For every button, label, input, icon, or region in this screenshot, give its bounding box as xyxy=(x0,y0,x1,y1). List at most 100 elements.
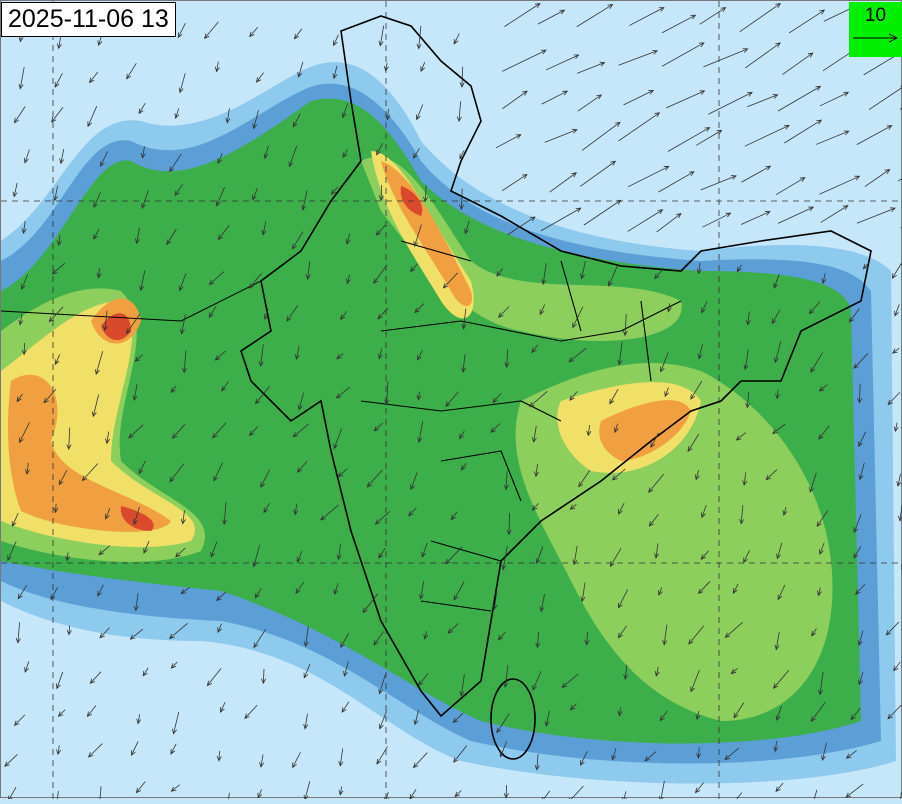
wind-arrow xyxy=(894,423,898,432)
wind-arrow xyxy=(745,43,780,68)
wind-arrow xyxy=(339,786,343,794)
wind-arrow xyxy=(580,161,615,186)
wind-arrow xyxy=(662,43,704,66)
wind-arrow xyxy=(143,668,148,676)
wind-arrow xyxy=(175,108,179,118)
wind-arrow xyxy=(629,8,663,26)
wind-arrow xyxy=(893,348,900,353)
wind-arrow xyxy=(776,783,783,791)
wind-arrow xyxy=(776,178,805,195)
wind-arrow xyxy=(895,304,900,315)
wind-arrow xyxy=(59,710,66,717)
wind-arrow xyxy=(897,474,901,486)
wind-arrow xyxy=(220,702,225,712)
wind-arrow xyxy=(504,785,508,798)
wind-arrow xyxy=(628,210,663,232)
wind-arrow xyxy=(136,782,145,793)
wind-arrow xyxy=(732,793,742,799)
wind-arrow xyxy=(333,35,338,46)
wind-arrow xyxy=(207,668,221,685)
wind-arrow xyxy=(178,23,185,37)
wind-arrow xyxy=(457,101,461,121)
wind-arrow xyxy=(60,149,64,163)
wind-arrow xyxy=(747,94,777,106)
wind-arrow xyxy=(700,8,726,25)
wind-arrow xyxy=(695,783,703,793)
wind-arrow xyxy=(782,53,812,74)
wind-arrow xyxy=(379,26,384,46)
wind-arrow xyxy=(708,92,752,114)
wind-arrow xyxy=(15,715,25,725)
wind-arrow xyxy=(15,106,26,122)
wind-arrow xyxy=(784,120,821,143)
wind-arrow xyxy=(624,90,654,105)
wind-arrow xyxy=(171,785,179,791)
wind-arrow xyxy=(217,751,221,761)
wind-arrow xyxy=(869,86,902,110)
wind-arrow xyxy=(545,129,577,142)
wind-arrow xyxy=(421,62,425,71)
wind-arrow xyxy=(577,5,613,27)
wind-arrow xyxy=(127,63,137,79)
wind-arrow xyxy=(502,91,527,109)
wind-arrow xyxy=(8,787,16,799)
wind-arrow xyxy=(898,156,902,182)
wind-arrow xyxy=(542,91,568,104)
wind-arrow xyxy=(67,626,71,635)
wind-arrow xyxy=(568,786,583,799)
wind-arrow xyxy=(179,73,185,92)
wind-arrow xyxy=(538,10,565,24)
wind-arrow xyxy=(215,62,219,72)
wind-arrow xyxy=(131,741,138,755)
wind-arrow xyxy=(666,91,704,108)
wind-arrow xyxy=(789,10,824,33)
wind-arrow xyxy=(89,744,103,757)
wind-scale-value: 10 xyxy=(849,5,902,27)
wind-arrow xyxy=(57,745,61,754)
wind-arrow xyxy=(416,105,422,120)
wind-arrow xyxy=(19,67,24,89)
wind-arrow xyxy=(258,789,262,797)
wind-arrow xyxy=(582,122,620,150)
wind-arrow xyxy=(97,786,101,799)
wind-arrow xyxy=(778,207,813,223)
wind-arrow xyxy=(455,790,461,796)
wind-arrow xyxy=(55,73,62,87)
wind-arrow xyxy=(24,150,29,163)
wind-arrow xyxy=(584,200,621,225)
wind-arrow xyxy=(662,15,695,33)
wind-arrow xyxy=(16,622,20,642)
wind-arrow xyxy=(820,92,848,106)
wind-arrow xyxy=(628,166,669,186)
wind-arrow xyxy=(304,714,308,729)
wind-arrow xyxy=(857,126,892,145)
wind-arrow xyxy=(56,672,62,689)
wind-arrow xyxy=(703,49,747,67)
wind-arrow xyxy=(90,72,98,82)
wind-arrow xyxy=(257,73,264,82)
wind-arrow xyxy=(546,55,579,70)
wind-arrow xyxy=(250,27,258,36)
wind-arrow xyxy=(821,206,848,223)
wind-arrow xyxy=(745,125,789,146)
wind-arrow xyxy=(741,211,770,224)
wind-arrow xyxy=(819,176,859,194)
wind-arrow xyxy=(293,752,301,767)
wind-arrow xyxy=(339,748,343,765)
wind-arrow xyxy=(454,33,459,44)
wind-arrow xyxy=(619,50,658,65)
wind-arrow xyxy=(260,754,264,767)
timestamp-label: 2025-11-06 13 xyxy=(1,2,176,37)
wind-arrow xyxy=(892,263,902,279)
wind-arrow xyxy=(618,113,659,141)
wind-arrow xyxy=(740,4,780,32)
wind-arrow xyxy=(899,792,902,799)
wind-arrow xyxy=(137,714,141,723)
wind-arrow xyxy=(226,793,230,799)
wind-arrow xyxy=(865,170,890,187)
wind-arrow xyxy=(245,705,257,718)
wind-arrow xyxy=(88,106,97,126)
wind-scale-legend: 10 xyxy=(849,2,902,57)
